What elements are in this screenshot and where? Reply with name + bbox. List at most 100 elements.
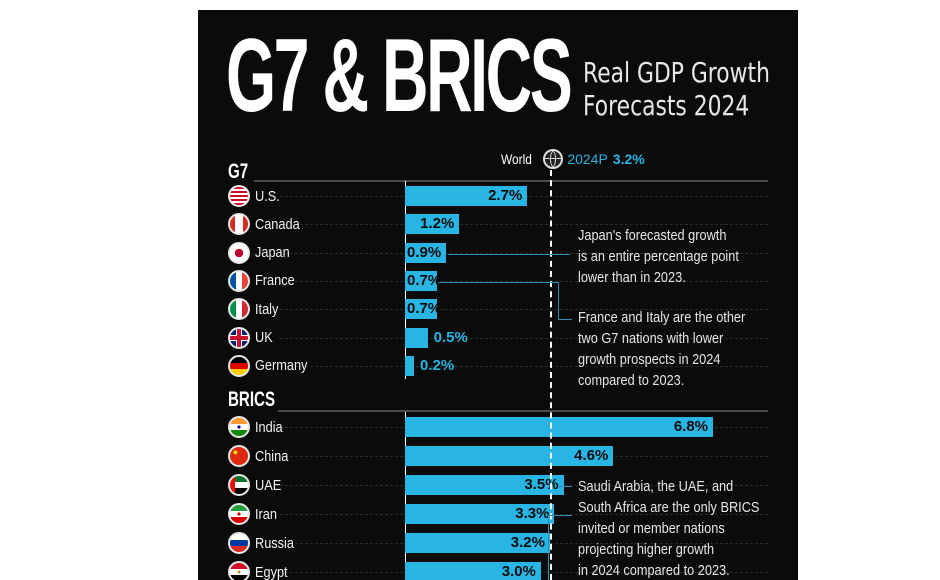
country-label: U.S. [228, 185, 284, 207]
flag-ir-icon [228, 503, 250, 525]
annotation-line: France and Italy are the other [578, 309, 746, 326]
annotation-line: is an entire percentage point [578, 248, 739, 265]
country-name: Egypt [255, 563, 288, 580]
annotation-france_italy: France and Italy are the other two G7 nat… [578, 307, 745, 391]
country-label: China [228, 445, 294, 467]
flag-it-icon [228, 298, 250, 321]
annotation-japan: Japan's forecasted growth is an entire pe… [578, 225, 739, 288]
world-period: 2024P [567, 151, 608, 167]
country-label: India [228, 416, 288, 438]
annotation-line: growth prospects in 2024 [578, 351, 721, 368]
annotation-line: projecting higher growth [578, 541, 715, 558]
country-name: China [255, 447, 289, 465]
infographic-panel: G7 & BRICS Real GDP Growth Forecasts 202… [198, 10, 798, 580]
bar-value-label: 0.7% [407, 300, 442, 318]
country-label: UK [228, 326, 276, 349]
country-label: Iran [228, 503, 281, 525]
flag-in-icon [228, 416, 250, 438]
flag-us-icon [228, 185, 250, 207]
chart-subtitle: Real GDP Growth Forecasts 2024 [583, 56, 770, 122]
flag-uk-icon [228, 326, 250, 349]
country-name: Italy [255, 300, 279, 318]
annotation-line: in 2024 compared to 2023. [578, 562, 730, 579]
connector-iran [548, 515, 572, 516]
bar-value-label: 3.0% [501, 563, 536, 580]
annotation-line: compared to 2023. [578, 372, 685, 389]
country-name: Russia [255, 534, 294, 552]
country-name: France [255, 272, 295, 290]
flag-cn-icon [228, 445, 250, 467]
flag-jp-icon [228, 241, 250, 264]
bar-iran [405, 504, 555, 524]
row-gridline [280, 365, 768, 367]
flag-de-icon [228, 354, 250, 377]
bar-value-label: 0.7% [407, 271, 442, 289]
country-name: Iran [255, 505, 277, 523]
bar-france [405, 270, 437, 291]
bar-value-label: 6.8% [673, 418, 709, 435]
bar-value-label: 4.6% [574, 447, 609, 464]
country-name: India [255, 418, 283, 436]
subtitle-line-2: Forecasts 2024 [583, 89, 750, 122]
world-value: 3.2% [612, 151, 645, 167]
annotation-brics: Saudi Arabia, the UAE, and South Africa a… [578, 476, 759, 580]
annotation-line: lower than in 2023. [578, 269, 686, 286]
annotation-line: South Africa are the only BRICS [578, 499, 760, 516]
flag-fr-icon [228, 269, 250, 292]
bar-uae [405, 475, 564, 495]
bar-value-label: 2.7% [488, 187, 523, 204]
connector-france-vert [558, 282, 559, 319]
bar-value-label: 3.3% [515, 505, 550, 522]
bar-value-label: 1.2% [420, 215, 455, 233]
country-name: Germany [255, 357, 308, 375]
section-label-brics: BRICS [228, 388, 276, 411]
flag-ca-icon [228, 213, 250, 236]
connector-france-h2 [558, 319, 572, 320]
country-label: UAE [228, 474, 286, 496]
subtitle-line-1: Real GDP Growth [583, 56, 770, 89]
bar-value-label: 0.9% [407, 243, 442, 261]
bar-egypt [405, 562, 541, 580]
bar-value-label: 3.2% [510, 534, 545, 551]
bar-germany [405, 355, 415, 376]
country-label: Italy [228, 298, 283, 321]
annotation-line: two G7 nations with lower [578, 330, 724, 347]
country-name: Japan [255, 244, 290, 262]
bar-us [405, 186, 528, 206]
bar-axis-line [405, 412, 406, 580]
annotation-line: Japan's forecasted growth [578, 227, 727, 244]
annotation-line: invited or member nations [578, 520, 725, 537]
country-name: UAE [255, 476, 282, 494]
connector-france [438, 282, 558, 283]
row-gridline [280, 337, 768, 339]
row-gridline [280, 252, 768, 254]
country-name: Canada [255, 215, 300, 233]
country-name: U.S. [255, 187, 280, 205]
bar-uk [405, 327, 428, 348]
flag-eg-icon [228, 561, 250, 580]
row-gridline [280, 280, 768, 282]
annotation-line: Saudi Arabia, the UAE, and [578, 478, 734, 495]
bar-japan [405, 242, 446, 263]
country-label: Japan [228, 241, 296, 264]
section-label-g7: G7 [228, 160, 249, 183]
country-label: Germany [228, 354, 317, 377]
bar-canada [405, 214, 460, 235]
world-label: World [501, 151, 532, 167]
country-name: UK [255, 329, 273, 346]
flag-ae-icon [228, 474, 250, 496]
bar-value-label: 3.5% [524, 476, 559, 493]
bar-value-label: 0.5% [433, 328, 468, 346]
bar-russia [405, 533, 550, 553]
flag-ru-icon [228, 532, 250, 554]
country-label: Canada [228, 213, 308, 236]
country-label: Egypt [228, 561, 293, 580]
connector-uae [558, 486, 572, 487]
country-label: France [228, 269, 302, 292]
bar-india [405, 417, 714, 437]
connector-brics-vert [548, 515, 549, 580]
connector-japan [448, 254, 570, 255]
world-reference-label: World 2024P 3.2% [501, 149, 645, 169]
country-label: Russia [228, 532, 301, 554]
globe-icon [543, 149, 564, 169]
